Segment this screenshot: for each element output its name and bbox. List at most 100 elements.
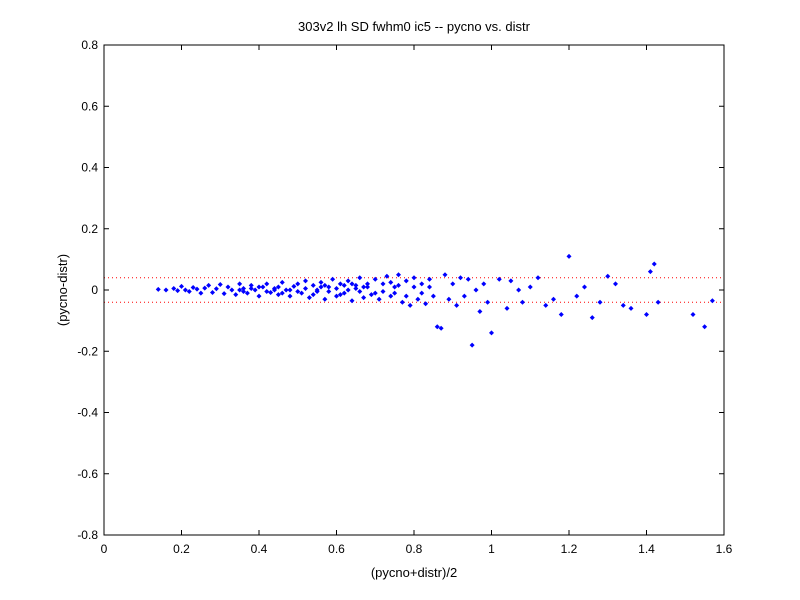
scatter-point	[496, 276, 502, 282]
scatter-point	[341, 290, 347, 296]
scatter-point	[465, 276, 471, 282]
scatter-point	[368, 292, 374, 298]
scatter-point	[620, 302, 626, 308]
x-axis-label: (pycno+distr)/2	[371, 565, 457, 580]
scatter-point	[361, 295, 367, 301]
scatter-point	[244, 290, 250, 296]
scatter-point	[690, 312, 696, 317]
x-tick-label: 1.2	[561, 542, 578, 556]
scatter-point	[256, 293, 262, 299]
scatter-point	[221, 291, 227, 297]
scatter-point	[481, 281, 487, 287]
scatter-point	[399, 299, 405, 305]
scatter-point	[314, 289, 320, 295]
scatter-point	[605, 273, 611, 279]
x-tick-label: 0.8	[406, 542, 423, 556]
scatter-point	[210, 289, 215, 295]
scatter-point	[217, 281, 223, 287]
scatter-point	[427, 284, 432, 290]
scatter-point	[477, 308, 483, 314]
scatter-point	[396, 282, 401, 288]
scatter-point	[345, 287, 351, 293]
scatter-point	[306, 295, 312, 301]
scatter-point	[326, 289, 332, 295]
scatter-point	[322, 296, 328, 302]
scatter-point	[558, 312, 564, 317]
scatter-point	[318, 284, 324, 290]
x-tick-label: 1	[488, 542, 495, 556]
scatter-point	[260, 284, 266, 290]
scatter-point	[171, 285, 177, 291]
scatter-point	[411, 275, 417, 281]
scatter-point	[303, 285, 308, 291]
scatter-point	[237, 287, 243, 293]
y-tick-label: 0.2	[81, 222, 98, 236]
scatter-point	[322, 282, 328, 288]
scatter-point	[372, 276, 378, 282]
scatter-point	[179, 283, 184, 289]
scatter-point	[353, 282, 359, 288]
scatter-point	[574, 293, 580, 299]
scatter-point	[194, 286, 200, 292]
scatter-point	[202, 285, 208, 291]
scatter-point	[469, 342, 475, 348]
scatter-point	[380, 289, 386, 295]
scatter-point	[527, 284, 533, 290]
scatter-point	[268, 289, 274, 295]
scatter-point	[427, 276, 432, 282]
scatter-point	[229, 287, 235, 293]
scatter-point	[326, 284, 332, 290]
scatter-point	[454, 302, 460, 308]
scatter-point	[349, 298, 355, 304]
scatter-point	[380, 281, 386, 287]
scatter-point	[372, 290, 378, 296]
scatter-point	[295, 289, 301, 295]
scatter-point	[361, 284, 367, 290]
scatter-point	[411, 284, 417, 290]
scatter-point	[318, 279, 324, 285]
scatter-point	[396, 272, 401, 278]
scatter-point	[272, 287, 277, 293]
scatter-point	[407, 302, 413, 308]
scatter-point	[252, 287, 258, 293]
scatter-point	[233, 292, 239, 298]
scatter-point	[291, 283, 297, 289]
y-tick-label: 0	[91, 283, 98, 297]
scatter-point	[388, 293, 394, 299]
scatter-point	[334, 285, 339, 291]
x-tick-label: 0.4	[251, 542, 268, 556]
scatter-point	[644, 312, 649, 317]
scatter-point	[310, 282, 316, 288]
scatter-point	[702, 324, 708, 330]
y-tick-label: -0.8	[77, 528, 98, 542]
scatter-point	[175, 288, 181, 294]
scatter-point	[345, 278, 351, 284]
y-tick-label: -0.4	[77, 406, 98, 420]
scatter-point	[589, 315, 595, 321]
scatter-point	[423, 301, 429, 307]
scatter-point	[256, 284, 262, 290]
x-tick-label: 1.4	[638, 542, 655, 556]
x-tick-label: 0.2	[173, 542, 190, 556]
scatter-point	[330, 276, 336, 282]
scatter-point	[613, 281, 618, 287]
scatter-point	[303, 278, 308, 284]
scatter-point	[655, 299, 661, 305]
scatter-point	[295, 281, 301, 287]
scatter-point	[206, 282, 212, 288]
scatter-point	[186, 289, 192, 295]
scatter-point	[353, 285, 359, 291]
scatter-point	[403, 278, 409, 284]
scatter-point	[248, 285, 254, 291]
scatter-point	[384, 273, 390, 279]
scatter-point	[163, 287, 169, 293]
y-tick-label: -0.6	[77, 467, 98, 481]
scatter-point	[310, 292, 316, 298]
scatter-point	[349, 281, 355, 287]
scatter-point	[376, 296, 382, 302]
scatter-point	[709, 298, 715, 304]
scatter-point	[419, 281, 425, 287]
x-tick-label: 0	[101, 542, 108, 556]
scatter-point	[182, 287, 188, 293]
